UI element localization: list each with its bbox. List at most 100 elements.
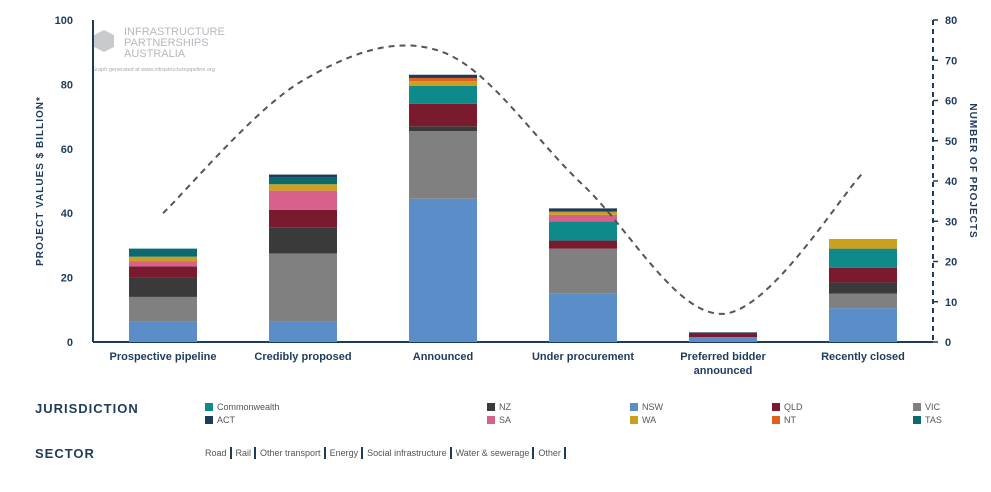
legend-swatch [630,416,638,424]
sector-label: Rail [235,448,252,458]
bar-segment-commonwealth [409,86,477,104]
y2-tick-label: 50 [945,136,957,148]
y-tick-label: 60 [61,144,73,156]
y2-tick-label: 10 [945,297,957,309]
bar-segment-nsw [129,321,197,342]
y2-tick-label: 60 [945,96,957,108]
legend-item-nsw: NSW [630,402,663,412]
x-category-label: Prospective pipeline [110,351,217,363]
bar-segment-nsw [829,308,897,342]
y-axis-title: PROJECT VALUES $ BILLION* [35,96,46,266]
axes-layer [92,19,938,343]
legend-item-nz: NZ [487,402,511,412]
sector-label: Water & sewerage [455,448,530,458]
sector-separator [229,447,232,459]
legend-label: SA [499,415,512,425]
bar-segment-nz [409,126,477,132]
legend-label: WA [642,415,657,425]
bar-segment-tas [129,248,197,257]
sector-item: Other transport [260,447,330,459]
y-tick-label: 40 [61,208,73,220]
y-tick-label: 80 [61,79,73,91]
sector-item: Road [205,447,236,459]
legend-item-wa: WA [630,415,656,425]
legend-item-act: ACT [205,415,235,425]
legend-swatch [913,403,921,411]
sector-legend: Road Rail Other transport Energy Social infr… [205,447,570,459]
y2-axis-title: NUMBER OF PROJECTS [967,103,978,238]
legend-label: VIC [925,402,941,412]
y2-tick-label: 80 [945,15,957,27]
legend-item-qld: QLD [772,402,803,412]
legend-item-vic: VIC [913,402,940,412]
logo-line-3: AUSTRALIA [124,48,186,60]
legend-label: Commonwealth [217,402,280,412]
y2-tick-label: 0 [945,337,951,349]
legend-swatch [630,403,638,411]
sector-item: Social infrastructure [367,447,456,459]
logo-hexagon-icon [94,30,114,52]
y-tick-label: 0 [67,337,73,349]
bar-segment-qld [829,267,897,283]
sector-heading: SECTOR [35,446,95,461]
sector-separator [323,447,326,459]
legend-swatch [205,403,213,411]
bar-segment-nsw [689,337,757,342]
legend-swatch [913,416,921,424]
sector-label: Energy [329,448,359,458]
x-category-label: Announced [413,351,474,363]
bar-segment-act [689,332,757,334]
legend-label: TAS [925,415,942,425]
sector-separator [449,447,452,459]
legend-swatch [487,416,495,424]
bar-segment-vic [829,293,897,309]
y2-tick-label: 70 [945,55,957,67]
projects-count-line [162,44,864,315]
bar-segment-wa [829,238,897,249]
legend-label: NT [784,415,796,425]
bar-segment-vic [129,296,197,322]
bar-segment-act [409,74,477,78]
legend-swatch [205,416,213,424]
sector-label: Social infrastructure [367,448,447,458]
bar-segment-wa [409,81,477,87]
legend-item-nt: NT [772,415,796,425]
sector-item: Water & sewerage [456,447,539,459]
bar-segment-qld [269,209,337,228]
sector-separator [532,447,535,459]
bar-segment-qld [689,333,757,338]
bar-segment-vic [409,131,477,199]
logo-caption: Graph generated at www.infrastructurepip… [92,67,215,73]
bar-segment-qld [409,103,477,127]
logo-line-2: PARTNERSHIPS [124,37,209,49]
x-category-label: Preferred bidder announced [680,351,766,377]
x-category-label: Under procurement [532,351,634,363]
x-category-label: Recently closed [821,351,905,363]
sector-separator [361,447,364,459]
logo-line-1: INFRASTRUCTURE [124,26,225,38]
legend-swatch [772,403,780,411]
y2-tick-label: 20 [945,257,957,269]
bar-segment-sa [129,261,197,267]
bar-segment-nt [409,77,477,82]
sector-label: Other [538,448,561,458]
bar-segment-commonwealth [549,221,617,241]
sector-label: Other transport [260,448,321,458]
y2-tick-label: 40 [945,176,957,188]
sector-separator [563,447,566,459]
legend-label: ACT [217,415,235,425]
y-tick-label: 20 [61,273,73,285]
bar-segment-commonwealth [829,248,897,268]
bar-segment-nsw [269,321,337,342]
sector-separator [254,447,257,459]
legend-label: NSW [642,402,663,412]
legend-item-tas: TAS [913,415,942,425]
bar-segment-wa [549,211,617,215]
bar-segment-qld [129,266,197,278]
y-tick-label: 100 [55,15,73,27]
bar-segment-sa [269,190,337,210]
bar-segment-sa [549,214,617,222]
bar-segment-nz [829,282,897,294]
legend-label: NZ [499,402,511,412]
